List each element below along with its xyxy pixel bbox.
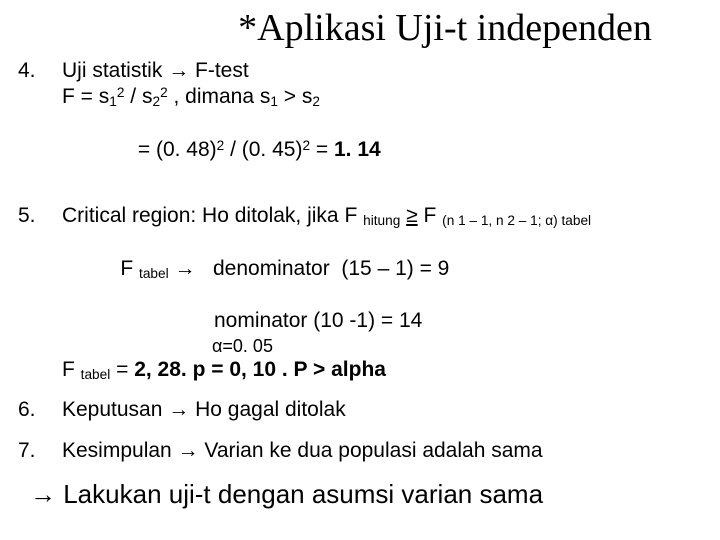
- text-line: F = s12 / s22 , dimana s1 > s2: [62, 84, 702, 110]
- text-line: F tabel = 2, 28. p = 0, 10 . P > alpha: [62, 357, 702, 383]
- item-number: 6.: [18, 397, 62, 423]
- list-item-4: 4. Uji statistik → F-test F = s12 / s22 …: [18, 58, 702, 189]
- conclusion-line: → Lakukan uji-t dengan asumsi varian sam…: [18, 478, 702, 511]
- text-line: nominator (10 -1) = 14: [62, 308, 702, 334]
- item-body: Kesimpulan → Varian ke dua populasi adal…: [62, 438, 702, 464]
- arrow-icon: →: [178, 439, 199, 462]
- item-number: 7.: [18, 438, 62, 464]
- list-item-5: 5. Critical region: Ho ditolak, jika F h…: [18, 203, 702, 383]
- text-line: α=0. 05: [62, 335, 702, 358]
- arrow-icon: →: [174, 257, 195, 280]
- text-line: Uji statistik → F-test: [62, 58, 702, 84]
- arrow-icon: →: [168, 398, 189, 421]
- slide-content: 4. Uji statistik → F-test F = s12 / s22 …: [0, 50, 720, 510]
- item-body: Keputusan → Ho gagal ditolak: [62, 397, 702, 423]
- text-line: = (0. 48)2 / (0. 45)2 = 1. 14: [62, 111, 702, 190]
- item-number: 5.: [18, 203, 62, 383]
- list-item-7: 7. Kesimpulan → Varian ke dua populasi a…: [18, 438, 702, 464]
- item-number: 4.: [18, 58, 62, 189]
- arrow-icon: →: [168, 59, 189, 82]
- item-body: Uji statistik → F-test F = s12 / s22 , d…: [62, 58, 702, 189]
- slide-title: *Aplikasi Uji-t independen: [0, 0, 720, 50]
- arrow-icon: →: [30, 479, 56, 509]
- slide: *Aplikasi Uji-t independen 4. Uji statis…: [0, 0, 720, 540]
- text-line: F tabel → denominator (15 – 1) = 9: [62, 230, 702, 309]
- list-item-6: 6. Keputusan → Ho gagal ditolak: [18, 397, 702, 423]
- text-line: Critical region: Ho ditolak, jika F hitu…: [62, 203, 702, 229]
- item-body: Critical region: Ho ditolak, jika F hitu…: [62, 203, 702, 383]
